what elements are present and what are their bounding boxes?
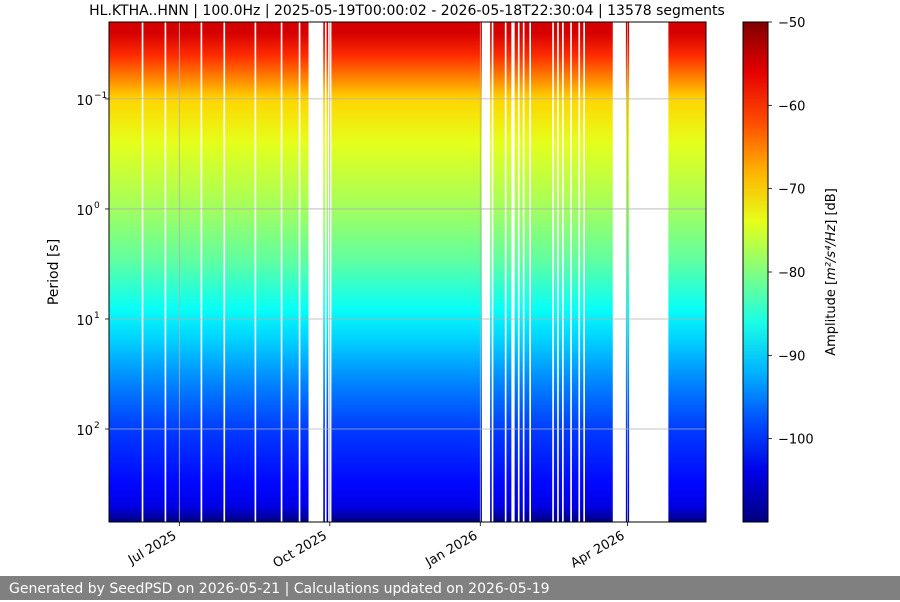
y-tick-label: 10 <box>76 94 93 109</box>
chart-title: HL.KTHA..HNN | 100.0Hz | 2025-05-19T00:0… <box>89 3 725 19</box>
plot-area <box>109 22 706 522</box>
y-tick-exponent: 0 <box>94 201 100 211</box>
data-gap <box>562 22 564 522</box>
data-gap <box>522 22 525 522</box>
data-gaps <box>141 22 669 522</box>
y-tick-label: 10 <box>76 314 93 329</box>
y-tick-exponent: −1 <box>94 91 107 101</box>
data-gap <box>517 22 520 522</box>
colorbar-tick-label: −70 <box>778 183 805 198</box>
colorbar-scale <box>742 21 769 523</box>
data-gap <box>324 22 327 522</box>
data-gap <box>552 22 554 522</box>
data-gap <box>583 22 585 522</box>
colorbar-tick-label: −60 <box>778 99 805 114</box>
y-tick-exponent: 1 <box>94 311 100 321</box>
data-gap <box>612 22 626 522</box>
plot-frame <box>108 21 707 523</box>
data-gap <box>481 22 491 522</box>
colorbar-tick-label: −50 <box>778 16 805 31</box>
colorbar-tick-label: −80 <box>778 266 805 281</box>
y-tick-label: 10 <box>76 424 93 439</box>
psd-spectrogram-chart: HL.KTHA..HNN | 100.0Hz | 2025-05-19T00:0… <box>46 3 839 571</box>
data-gap <box>557 22 559 522</box>
data-gap <box>254 22 257 522</box>
y-tick-label: 10 <box>76 204 93 219</box>
x-tick-label: Oct 2025 <box>271 528 330 571</box>
y-tick-exponent: 2 <box>94 421 100 431</box>
colorbar-tick-label: −90 <box>778 349 805 364</box>
y-axis-label: Period [s] <box>46 239 62 305</box>
data-gap <box>308 22 324 522</box>
data-gap <box>280 22 283 522</box>
data-gap <box>629 22 669 522</box>
data-gap <box>223 22 226 522</box>
data-gap <box>164 22 167 522</box>
colorbar: −50 −60 −70 −80 −90 −100 Amplitude [m²/s⁴/Hz] … <box>742 16 839 523</box>
data-gap <box>529 22 531 522</box>
data-gap <box>298 22 301 522</box>
data-gap <box>504 22 507 522</box>
footer-bar: Generated by SeedPSD on 2026-05-21 | Cal… <box>0 576 900 600</box>
x-tick-label: Apr 2026 <box>568 528 627 571</box>
data-gap <box>570 22 572 522</box>
grid-lines <box>108 21 707 523</box>
colorbar-label: Amplitude [m²/s⁴/Hz] [dB] <box>824 188 839 356</box>
x-tick-label: Jan 2026 <box>422 528 480 570</box>
data-gap <box>511 22 515 522</box>
x-axis: Jul 2025 Oct 2025 Jan 2026 Apr 2026 <box>125 522 628 571</box>
colorbar-tick-label: −100 <box>778 433 814 448</box>
spectrogram-fill <box>109 22 706 522</box>
x-tick-label: Jul 2025 <box>125 528 179 568</box>
data-gap <box>141 22 144 522</box>
data-gap <box>578 22 581 522</box>
data-gap <box>491 22 494 522</box>
footer-text: Generated by SeedPSD on 2026-05-21 | Cal… <box>9 581 550 597</box>
data-gap <box>200 22 203 522</box>
